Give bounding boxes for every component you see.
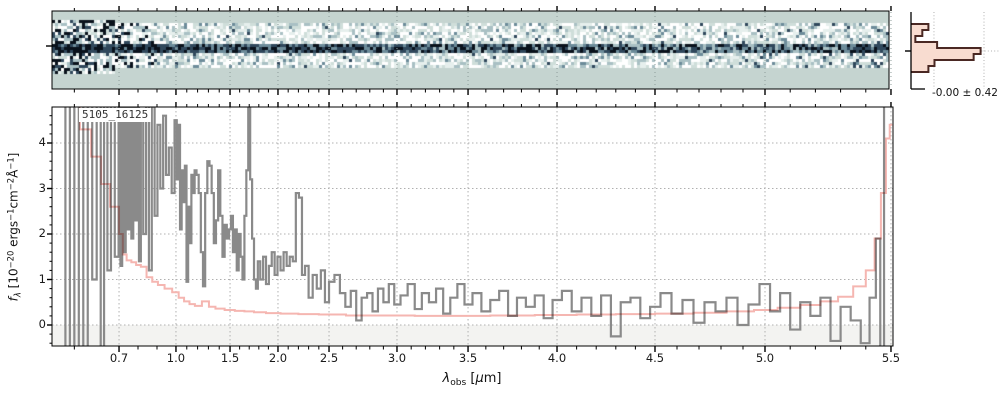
flux-histogram-plot: [905, 12, 1000, 90]
spectrum-2d-axes: [46, 6, 892, 95]
source-id-label: 5105_16125: [79, 108, 152, 122]
negative-flux-band: [52, 325, 893, 346]
x-axis-label: λobs [μm]: [442, 371, 502, 389]
histogram-stats-label: -0.00 ± 0.42: [931, 87, 998, 99]
uncertainty-step-line: [78, 107, 893, 317]
flux-step-line: [64, 107, 886, 346]
flux-spectrum-plot: [47, 102, 894, 352]
spectrum-2d-image: [52, 11, 889, 89]
y-axis-label: fλ [10−20 ergs−1cm−2Å−1]: [5, 152, 23, 302]
histogram-steps: [911, 23, 982, 73]
